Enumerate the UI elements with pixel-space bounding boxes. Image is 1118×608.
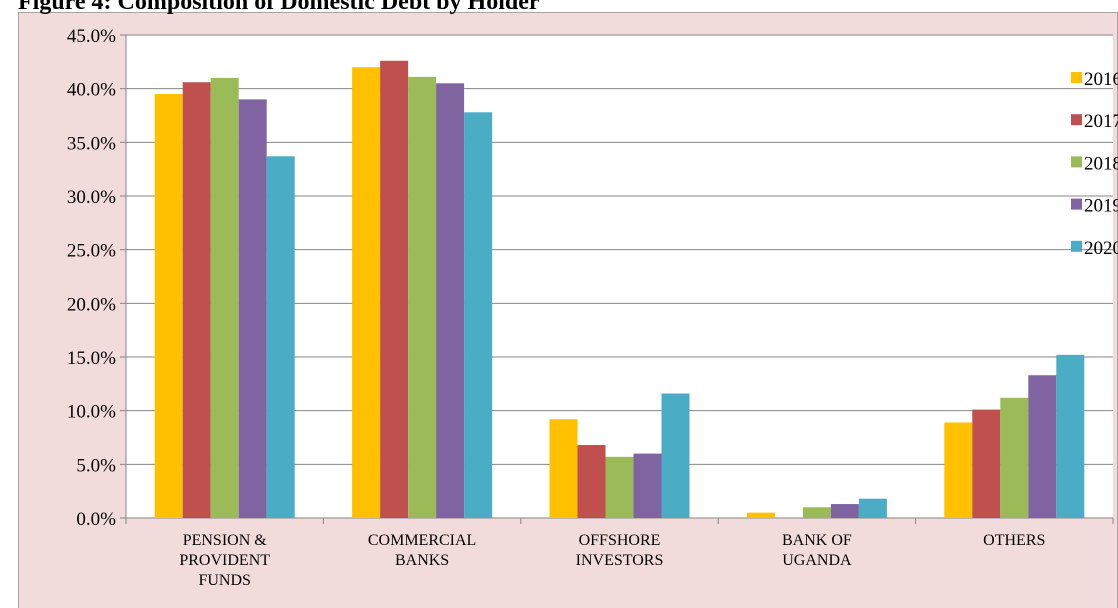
y-tick-label: 20.0% bbox=[67, 294, 116, 315]
bar bbox=[661, 393, 690, 518]
bar bbox=[802, 507, 831, 518]
y-tick-label: 40.0% bbox=[67, 80, 116, 101]
bar bbox=[464, 112, 493, 518]
x-tick-label: BANK OF UGANDA bbox=[782, 532, 852, 569]
bar bbox=[549, 419, 578, 518]
bar bbox=[352, 67, 381, 518]
y-tick-label: 35.0% bbox=[67, 133, 116, 154]
x-tick-label: PENSION & PROVIDENT FUNDS bbox=[179, 532, 270, 589]
legend-label: 2018/19 bbox=[1084, 153, 1118, 174]
legend-label: 2017/18 bbox=[1084, 111, 1118, 132]
legend-label: 2020/21 bbox=[1084, 238, 1118, 259]
bar bbox=[408, 76, 437, 519]
legend-swatch bbox=[1071, 72, 1082, 83]
bar bbox=[266, 156, 295, 518]
bar bbox=[154, 94, 183, 519]
legend-label: 2016/17 bbox=[1084, 69, 1118, 90]
bar bbox=[830, 504, 859, 518]
y-tick-label: 45.0% bbox=[67, 26, 116, 47]
bar bbox=[858, 498, 887, 518]
y-tick-label: 25.0% bbox=[67, 241, 116, 262]
y-tick-label: 30.0% bbox=[67, 187, 116, 208]
x-tick-label: OTHERS bbox=[983, 532, 1045, 549]
x-tick-label: COMMERCIAL BANKS bbox=[368, 532, 476, 569]
legend-swatch bbox=[1071, 240, 1082, 252]
bar bbox=[1056, 354, 1085, 518]
bar bbox=[944, 422, 973, 518]
y-tick-label: 10.0% bbox=[67, 402, 116, 423]
bar bbox=[436, 83, 465, 519]
bar bbox=[577, 445, 606, 518]
x-tick-label: OFFSHORE INVESTORS bbox=[576, 532, 664, 569]
chart-title: Figure 4: Composition of Domestic Debt b… bbox=[18, 0, 540, 15]
bar bbox=[210, 77, 239, 518]
legend-label: 2019/20 bbox=[1084, 196, 1118, 217]
bar bbox=[633, 453, 662, 518]
bar bbox=[605, 456, 634, 518]
legend-swatch bbox=[1071, 198, 1082, 210]
bar bbox=[1028, 375, 1057, 518]
legend-swatch bbox=[1071, 114, 1082, 126]
y-tick-label: 0.0% bbox=[76, 509, 116, 530]
bar bbox=[182, 82, 211, 518]
bar bbox=[1000, 397, 1029, 518]
bar bbox=[238, 99, 267, 519]
bar bbox=[746, 512, 775, 518]
bar bbox=[380, 60, 409, 518]
y-tick-label: 5.0% bbox=[76, 455, 116, 476]
bar bbox=[972, 409, 1001, 518]
y-tick-label: 15.0% bbox=[67, 348, 116, 369]
legend-swatch bbox=[1071, 156, 1082, 168]
